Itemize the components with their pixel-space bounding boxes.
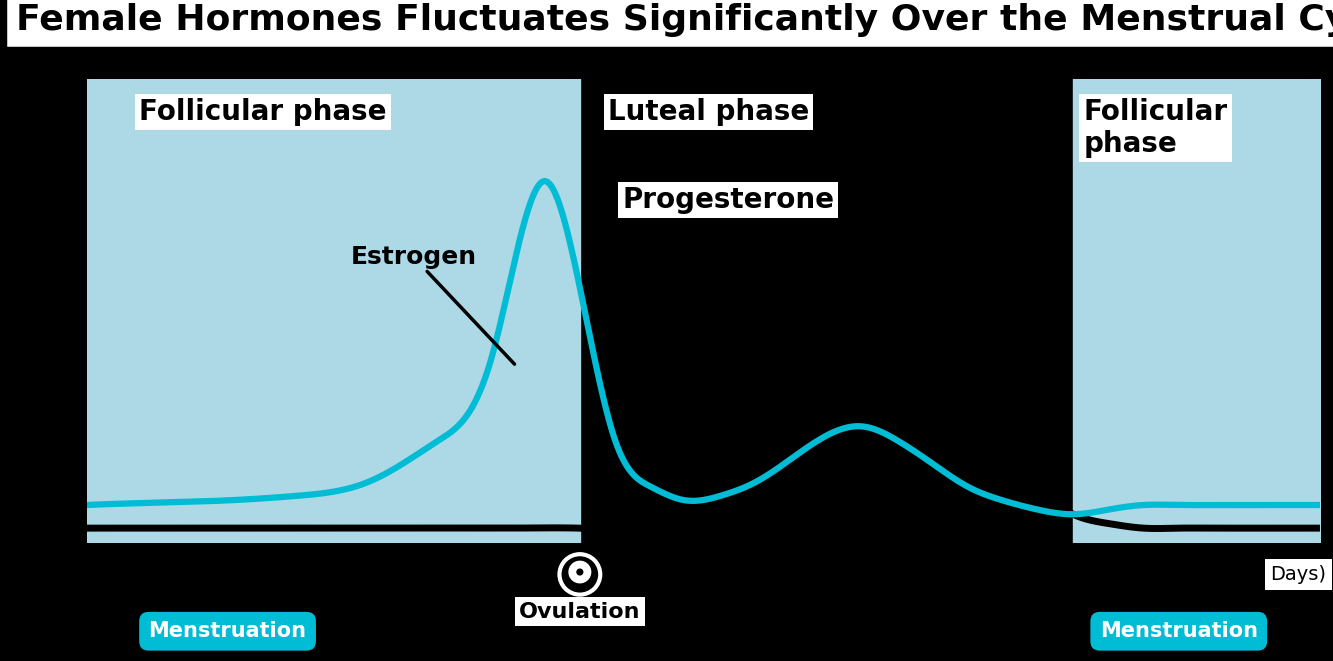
Text: Menstruation: Menstruation: [148, 621, 307, 641]
Text: Follicular
phase: Follicular phase: [1084, 98, 1228, 158]
Text: Menstruation: Menstruation: [1100, 621, 1258, 641]
Text: Luteal phase: Luteal phase: [608, 98, 809, 126]
Text: Days): Days): [1270, 565, 1326, 584]
Text: Ovulation: Ovulation: [519, 602, 641, 621]
Text: Follicular phase: Follicular phase: [140, 98, 387, 126]
Text: Estrogen: Estrogen: [351, 245, 515, 364]
Circle shape: [577, 569, 583, 575]
Text: Progesterone: Progesterone: [623, 186, 834, 214]
Text: Female Hormones Fluctuates Significantly Over the Menstrual Cycl: Female Hormones Fluctuates Significantly…: [16, 3, 1333, 37]
Text: Female hormone levels: Female hormone levels: [5, 174, 27, 447]
Circle shape: [569, 561, 591, 583]
